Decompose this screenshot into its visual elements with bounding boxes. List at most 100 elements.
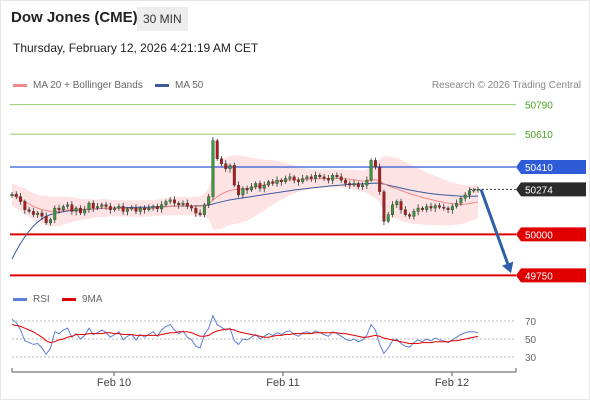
candle-body bbox=[305, 176, 309, 179]
candle-body bbox=[134, 207, 138, 212]
level-text: 50790 bbox=[525, 101, 553, 112]
candle bbox=[177, 201, 181, 209]
research-credit: Research © 2026 Trading Central bbox=[431, 80, 581, 91]
candle bbox=[267, 179, 270, 188]
candle-body bbox=[53, 207, 57, 220]
candle bbox=[309, 174, 313, 182]
level-label-49750: 49750 bbox=[516, 268, 586, 283]
candle-body bbox=[403, 209, 407, 215]
candle bbox=[412, 208, 416, 220]
candle-body bbox=[181, 202, 185, 205]
candle bbox=[365, 176, 369, 190]
candle bbox=[322, 174, 326, 182]
candle-body bbox=[420, 207, 424, 210]
candle-body bbox=[292, 176, 296, 181]
rsi-tick-label: 30 bbox=[525, 353, 537, 364]
candle bbox=[27, 206, 31, 214]
candle bbox=[373, 157, 377, 170]
candle bbox=[378, 163, 382, 195]
candle bbox=[314, 171, 318, 183]
candle-body bbox=[121, 206, 125, 212]
candle-body bbox=[296, 179, 300, 182]
candle bbox=[57, 204, 61, 214]
candle bbox=[369, 158, 373, 183]
candle bbox=[433, 203, 437, 213]
candle bbox=[450, 203, 454, 214]
candle bbox=[14, 191, 18, 200]
candle bbox=[335, 172, 339, 179]
candle bbox=[83, 206, 87, 216]
candle bbox=[438, 202, 441, 210]
candle bbox=[476, 186, 480, 193]
candle bbox=[160, 201, 164, 213]
candle bbox=[220, 155, 223, 167]
candle-body bbox=[267, 181, 270, 186]
timeframe-badge[interactable]: 30 MIN bbox=[137, 7, 188, 31]
candle-body bbox=[438, 205, 441, 208]
candle-body bbox=[87, 202, 91, 210]
candle-body bbox=[301, 178, 305, 182]
level-text: 49750 bbox=[525, 271, 553, 282]
instrument-title: Dow Jones (CME) bbox=[11, 9, 138, 26]
candle-body bbox=[446, 207, 450, 210]
candle-body bbox=[23, 201, 27, 210]
candle-body bbox=[399, 201, 403, 210]
candle-body bbox=[408, 214, 412, 217]
candle-body bbox=[459, 198, 463, 204]
candle-body bbox=[100, 204, 104, 207]
candle-body bbox=[215, 140, 219, 159]
candle-body bbox=[151, 206, 155, 209]
candle bbox=[331, 173, 335, 185]
candle bbox=[49, 217, 52, 226]
legend-rsi-label: RSI bbox=[33, 294, 50, 305]
legend-ma50: MA 50 bbox=[155, 80, 203, 91]
candle-body bbox=[339, 176, 343, 181]
candle-body bbox=[40, 212, 44, 217]
candle-body bbox=[198, 212, 202, 215]
candle bbox=[279, 178, 283, 186]
candle bbox=[181, 200, 185, 207]
legend-ma20-label: MA 20 + Bollinger Bands bbox=[33, 80, 143, 91]
candle bbox=[442, 203, 446, 211]
candle bbox=[463, 192, 467, 202]
candle bbox=[70, 201, 74, 215]
candle bbox=[425, 203, 429, 213]
candle bbox=[254, 181, 258, 190]
candle-body bbox=[425, 206, 429, 210]
candle-body bbox=[66, 204, 70, 207]
candle-body bbox=[207, 196, 211, 205]
candle-body bbox=[177, 202, 181, 205]
level-tag-shape bbox=[516, 160, 586, 174]
candle bbox=[382, 189, 386, 226]
candle bbox=[100, 202, 104, 210]
candle-body bbox=[356, 183, 360, 187]
candle bbox=[147, 204, 151, 212]
candle bbox=[420, 206, 424, 212]
candle bbox=[399, 198, 403, 214]
candle bbox=[292, 174, 296, 184]
bollinger-band bbox=[12, 155, 478, 230]
candle bbox=[237, 181, 241, 198]
candle bbox=[44, 212, 48, 225]
candle bbox=[23, 199, 27, 214]
candle-body bbox=[164, 201, 168, 205]
candle bbox=[36, 211, 40, 218]
candle bbox=[104, 201, 108, 210]
candle bbox=[395, 199, 399, 209]
candle-body bbox=[83, 209, 87, 214]
candle-body bbox=[476, 189, 480, 191]
candle-body bbox=[463, 194, 467, 199]
candle bbox=[185, 199, 189, 210]
rsi-swatch-icon bbox=[13, 297, 27, 301]
candle bbox=[271, 178, 275, 187]
candle-body bbox=[442, 207, 446, 209]
candle bbox=[168, 197, 172, 205]
candle-body bbox=[249, 186, 253, 191]
candle bbox=[408, 212, 412, 219]
candle bbox=[232, 162, 236, 188]
candle-body bbox=[44, 216, 48, 224]
candle bbox=[151, 204, 155, 211]
candle-body bbox=[108, 206, 112, 210]
candle-body bbox=[117, 206, 121, 209]
candle bbox=[352, 179, 356, 188]
